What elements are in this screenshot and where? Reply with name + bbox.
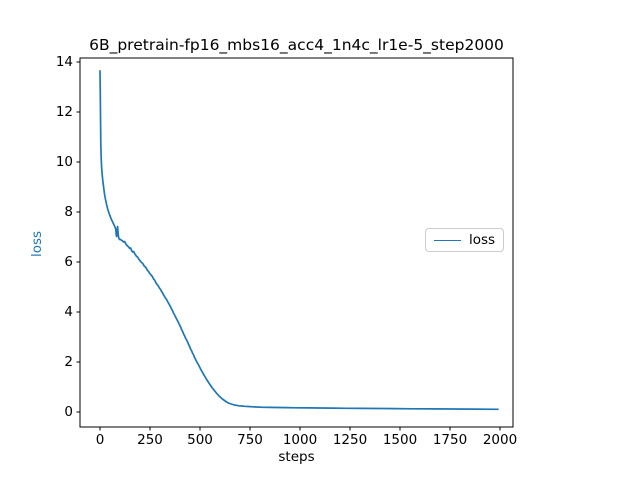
- y-tick-label: 12: [55, 103, 73, 120]
- y-tick-label: 0: [64, 403, 73, 420]
- y-tick-label: 4: [64, 303, 73, 320]
- chart-title: 6B_pretrain-fp16_mbs16_acc4_1n4c_lr1e-5_…: [89, 36, 504, 54]
- y-tick-label: 8: [64, 203, 73, 220]
- legend-line-sample-icon: [434, 239, 461, 241]
- y-tick-label: 14: [55, 53, 73, 70]
- legend-label: loss: [469, 231, 496, 248]
- loss-curve: [99, 69, 499, 411]
- x-tick-label: 750: [237, 432, 263, 448]
- x-tick-label: 1500: [382, 432, 418, 448]
- legend: loss: [425, 228, 504, 252]
- x-tick-label: 2000: [482, 432, 518, 448]
- axes-spines: [79, 57, 514, 428]
- x-tick-label: 250: [137, 432, 163, 448]
- y-tick-label: 10: [55, 153, 73, 170]
- y-tick-label: 6: [64, 253, 73, 270]
- x-axis-label: steps: [278, 449, 315, 465]
- x-tick-label: 1750: [432, 432, 468, 448]
- x-tick-label: 1250: [332, 432, 368, 448]
- x-tick-label: 500: [187, 432, 213, 448]
- x-tick-label: 1000: [282, 432, 318, 448]
- x-tick-label: 0: [95, 432, 105, 448]
- y-tick-label: 2: [64, 353, 73, 370]
